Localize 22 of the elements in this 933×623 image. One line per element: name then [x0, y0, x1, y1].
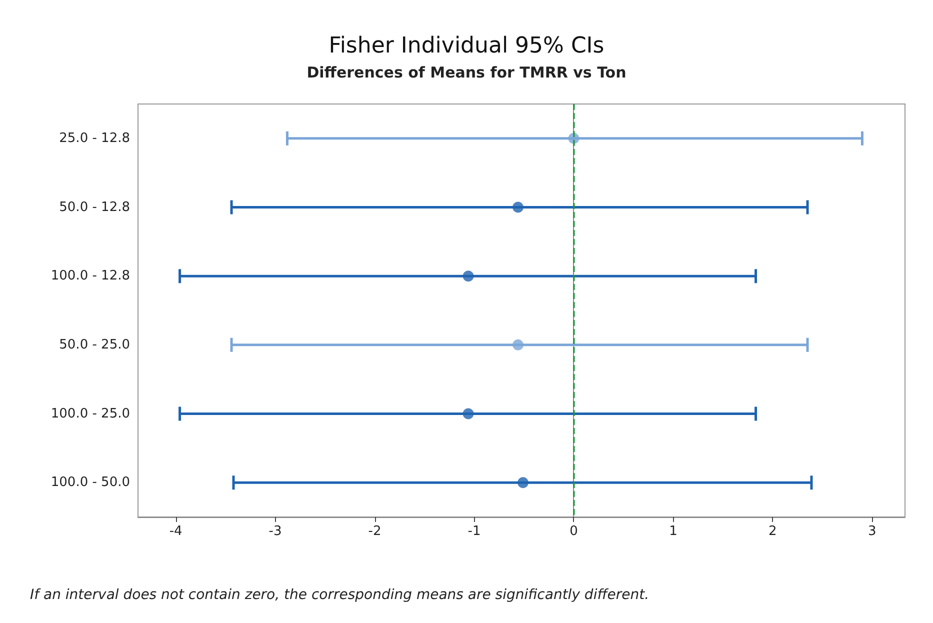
point	[518, 477, 528, 488]
x-tick-label: 0	[570, 524, 578, 539]
y-tick-label: 100.0 - 25.0	[50, 406, 130, 422]
x-tick-label: 1	[669, 524, 678, 539]
y-tick-label: 50.0 - 25.0	[59, 337, 130, 352]
x-tick-label: 2	[768, 524, 777, 539]
x-tick-label: -3	[268, 524, 282, 539]
chart-title: Fisher Individual 95% CIs	[328, 34, 604, 58]
x-tick-label: -4	[169, 524, 182, 539]
chart-subtitle: Differences of Means for TMRR vs Ton	[306, 64, 626, 82]
point	[512, 339, 524, 350]
y-tick-label: 25.0 - 12.8	[59, 130, 130, 146]
x-tick-label: -1	[468, 524, 481, 539]
point	[462, 270, 474, 282]
y-tick-label: 100.0 - 12.8	[50, 268, 130, 284]
y-tick-label: 50.0 - 12.8	[59, 200, 130, 215]
y-tick-label: 100.0 - 50.0	[50, 475, 130, 490]
point	[462, 408, 474, 420]
x-tick-label: -2	[368, 524, 382, 539]
point	[512, 202, 524, 213]
x-tick-label: 3	[868, 524, 876, 539]
text: If an interval does not contain zero, the corresponding means are significantly different.	[30, 587, 650, 603]
